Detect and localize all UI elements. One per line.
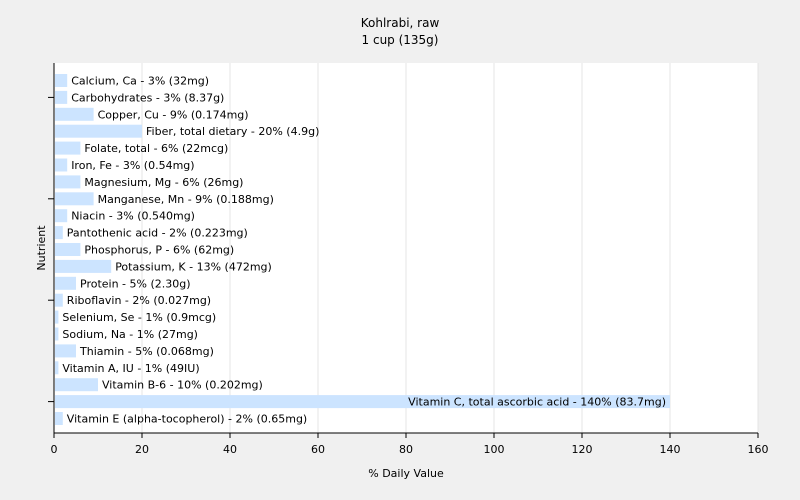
- bar: [55, 276, 76, 290]
- bar: [55, 226, 63, 240]
- bar: [55, 344, 76, 358]
- bar-label: Potassium, K - 13% (472mg): [115, 260, 272, 273]
- bar-label: Phosphorus, P - 6% (62mg): [84, 244, 234, 257]
- bars: Calcium, Ca - 3% (32mg) Carbohydrates - 3…: [55, 74, 670, 426]
- bar: [55, 192, 94, 206]
- y-axis-label: Nutrient: [35, 225, 48, 271]
- x-tick-label: 100: [484, 443, 505, 456]
- bar-label: Iron, Fe - 3% (0.54mg): [71, 159, 194, 172]
- bar: [55, 90, 68, 104]
- bar: [55, 327, 59, 341]
- bar: [55, 209, 68, 223]
- bar-label: Folate, total - 6% (22mcg): [84, 142, 228, 155]
- bar: [55, 74, 68, 87]
- bar-label: Vitamin A, IU - 1% (49IU): [62, 362, 199, 375]
- bar-label: Sodium, Na - 1% (27mg): [62, 328, 198, 341]
- x-tick-label: 160: [748, 443, 769, 456]
- bar-label: Fiber, total dietary - 20% (4.9g): [146, 125, 319, 138]
- bar-label: Vitamin C, total ascorbic acid - 140% (8…: [408, 396, 666, 409]
- x-tick-label: 20: [135, 443, 149, 456]
- bar-label: Manganese, Mn - 9% (0.188mg): [98, 193, 274, 206]
- x-tick-label: 140: [660, 443, 681, 456]
- x-tick-label: 0: [51, 443, 58, 456]
- x-tick-label: 40: [223, 443, 237, 456]
- bar: [55, 293, 63, 307]
- bar: [55, 107, 94, 121]
- x-axis-ticks: 0 20 40 60 80 100 120 140 160: [51, 433, 769, 456]
- bar: [55, 175, 81, 189]
- x-tick-label: 120: [572, 443, 593, 456]
- bar: [55, 243, 81, 256]
- bar-label: Calcium, Ca - 3% (32mg): [71, 75, 209, 88]
- bar: [55, 124, 142, 138]
- bar-label: Vitamin E (alpha-tocopherol) - 2% (0.65m…: [67, 413, 307, 426]
- chart-subtitle: 1 cup (135g): [361, 33, 439, 47]
- bar-label: Magnesium, Mg - 6% (26mg): [84, 176, 243, 189]
- x-axis-label: % Daily Value: [368, 467, 444, 480]
- bar-label: Vitamin B-6 - 10% (0.202mg): [102, 379, 263, 392]
- bar: [55, 158, 68, 172]
- bar: [55, 412, 63, 425]
- x-tick-label: 60: [311, 443, 325, 456]
- bar-label: Copper, Cu - 9% (0.174mg): [98, 108, 249, 121]
- bar: [55, 141, 81, 155]
- y-axis-ticks: [48, 96, 54, 403]
- bar-label: Pantothenic acid - 2% (0.223mg): [67, 227, 248, 240]
- bar: [55, 395, 670, 409]
- bar-label: Riboflavin - 2% (0.027mg): [67, 294, 211, 307]
- x-tick-label: 80: [399, 443, 413, 456]
- chart-title: Kohlrabi, raw: [360, 16, 440, 30]
- bar-label: Niacin - 3% (0.540mg): [71, 210, 195, 223]
- bar-label: Carbohydrates - 3% (8.37g): [71, 91, 224, 104]
- grid-lines: [141, 63, 759, 433]
- bar: [55, 310, 59, 324]
- bar: [55, 259, 112, 273]
- bar-label: Protein - 5% (2.30g): [80, 277, 191, 290]
- bar-label: Thiamin - 5% (0.068mg): [79, 345, 214, 358]
- bar: [55, 378, 98, 392]
- bar-label: Selenium, Se - 1% (0.9mcg): [62, 311, 216, 324]
- bar: [55, 361, 59, 375]
